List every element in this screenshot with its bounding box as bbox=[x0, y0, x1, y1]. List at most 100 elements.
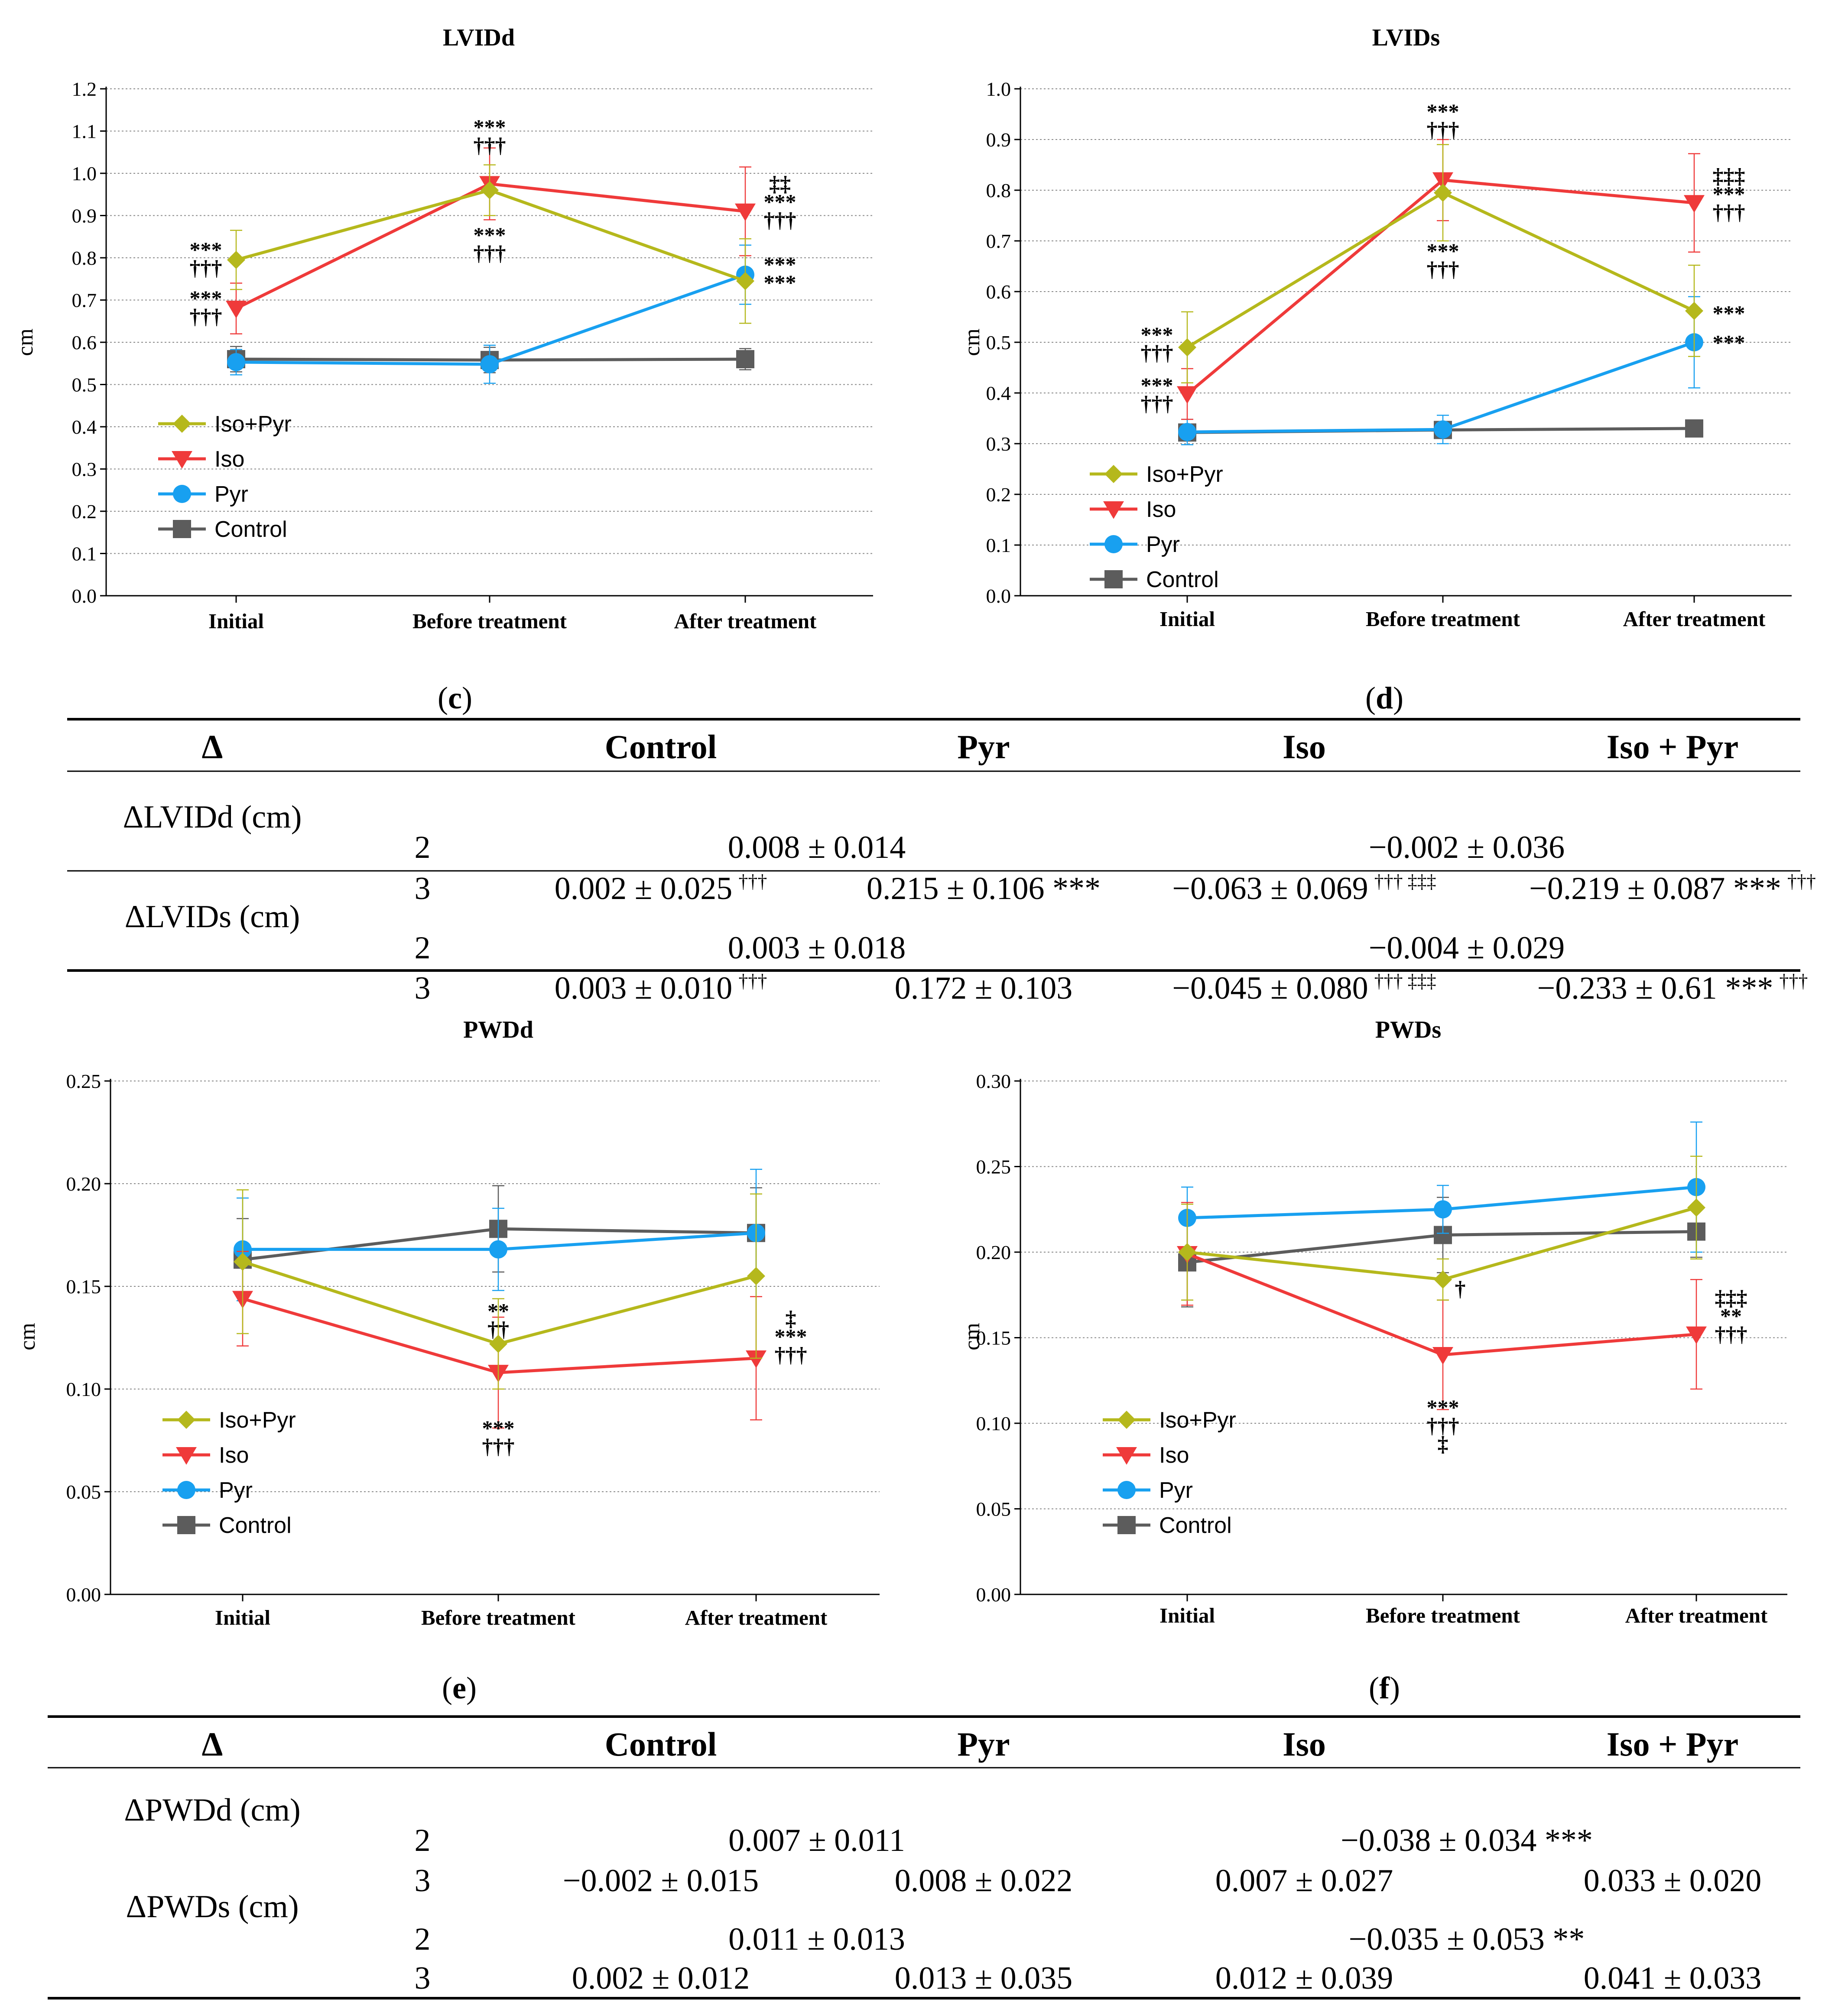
panel-label: (c) bbox=[438, 681, 472, 715]
cell-pooled-control-pyr: 0.003 ± 0.018 bbox=[728, 930, 906, 966]
significance-annotation: *** ††† bbox=[1427, 99, 1459, 142]
panel-letter: d bbox=[1376, 681, 1393, 715]
data-point bbox=[1434, 420, 1452, 439]
legend-label: Iso+Pyr bbox=[219, 1408, 296, 1433]
legend-marker bbox=[176, 1447, 197, 1465]
data-point bbox=[736, 350, 754, 368]
row-week-number: 2 bbox=[415, 1823, 431, 1858]
cell-control: 0.002 ± 0.012 bbox=[572, 1961, 750, 1996]
data-point bbox=[1685, 419, 1703, 438]
series-line bbox=[1186, 179, 1695, 396]
cell-pyr-value: 0.008 ± 0.022 bbox=[895, 1863, 1073, 1899]
significance-line: *** bbox=[1141, 373, 1173, 397]
legend-marker bbox=[172, 451, 192, 469]
data-point bbox=[481, 355, 499, 373]
data-point bbox=[1178, 1243, 1196, 1261]
legend-label: Pyr bbox=[214, 482, 248, 507]
cell-isopyr: 0.033 ± 0.020 bbox=[1584, 1863, 1762, 1899]
significance-line: *** bbox=[1713, 301, 1745, 325]
cell-iso-superscript: ††† ‡‡‡ bbox=[1374, 871, 1436, 892]
y-tick-label: 0.5 bbox=[986, 331, 1011, 354]
chart-pwds: PWDs 0.00 0.05 0.10 0.15 0.20 0.25 0.30 cm Initia… bbox=[960, 1016, 1787, 1705]
y-tick-label: 1.0 bbox=[986, 78, 1011, 100]
significance-annotation: *** ††† bbox=[474, 115, 506, 157]
x-tick-label: Initial bbox=[1159, 607, 1215, 631]
chart-pwdd: PWDd 0.00 0.05 0.10 0.15 0.20 0.25 cm Initial Bef… bbox=[15, 1016, 880, 1705]
significance-annotation: *** ††† ‡ bbox=[1427, 1395, 1459, 1456]
x-tick-label: After treatment bbox=[685, 1606, 828, 1629]
data-point bbox=[747, 1267, 765, 1285]
cell-pooled-control-pyr: 0.007 ± 0.011 bbox=[728, 1823, 905, 1858]
significance-line: † bbox=[1455, 1276, 1466, 1301]
series-iso_pyr bbox=[1178, 1156, 1705, 1301]
legend-label: Iso bbox=[219, 1443, 249, 1468]
row-group-label: ΔPWDd (cm) bbox=[124, 1792, 300, 1828]
header-isopyr: Iso + Pyr bbox=[1607, 728, 1738, 766]
data-point bbox=[227, 353, 245, 371]
cell-control-value: 0.002 ± 0.025 bbox=[555, 871, 733, 906]
legend-label: Iso+Pyr bbox=[214, 412, 292, 437]
significance-line: ††† bbox=[775, 1343, 807, 1367]
x-tick-label: Before treatment bbox=[412, 609, 567, 633]
data-point bbox=[735, 203, 756, 221]
row-week-number: 3 bbox=[415, 1961, 431, 1996]
row-group-label: ΔLVIDd (cm) bbox=[123, 799, 302, 835]
cell-control-value: 0.003 ± 0.010 bbox=[555, 971, 733, 1006]
y-axis-label: cm bbox=[960, 328, 984, 356]
significance-line: ‡‡‡ bbox=[1713, 164, 1745, 188]
cell-pyr: 0.008 ± 0.022 bbox=[895, 1863, 1073, 1899]
panel-label: (e) bbox=[442, 1671, 477, 1705]
legend-marker bbox=[1117, 1411, 1136, 1429]
cell-iso-value: −0.063 ± 0.069 bbox=[1172, 871, 1368, 906]
significance-annotation: ‡‡ *** ††† bbox=[764, 171, 796, 232]
y-axis-label: cm bbox=[15, 1323, 40, 1350]
y-tick-label: 0.6 bbox=[986, 281, 1011, 303]
significance-annotation: *** ††† bbox=[474, 223, 506, 265]
x-tick-label: Initial bbox=[215, 1606, 270, 1629]
cell-control: −0.002 ± 0.015 bbox=[563, 1863, 759, 1899]
significance-line: ††† bbox=[482, 1434, 515, 1458]
chart-lvidd: LVIDd 0.0 0.1 0.2 0.3 0.4 0.5 0.6 0.7 0.8 0.9 1.0 1.… bbox=[13, 24, 873, 715]
cell-control-value: −0.002 ± 0.015 bbox=[563, 1863, 759, 1899]
row-week-number: 3 bbox=[415, 971, 431, 1006]
header-pyr: Pyr bbox=[957, 728, 1010, 766]
significance-line: ‡‡ bbox=[769, 171, 791, 195]
legend-marker bbox=[1104, 535, 1123, 553]
row-week-number: 2 bbox=[415, 830, 431, 865]
cell-control-superscript: ††† bbox=[738, 871, 767, 892]
data-point bbox=[227, 250, 245, 269]
y-axis-label: cm bbox=[960, 1323, 984, 1350]
legend: Iso+Pyr Iso Pyr Control bbox=[1090, 462, 1223, 592]
significance-line: *** bbox=[1427, 1395, 1459, 1419]
significance-line: †† bbox=[487, 1317, 509, 1341]
x-tick-label: Initial bbox=[1159, 1604, 1215, 1627]
significance-annotation: ‡‡‡ *** ††† bbox=[1713, 164, 1745, 224]
significance-line: ** bbox=[487, 1299, 509, 1323]
y-tick-label: 0.2 bbox=[986, 484, 1011, 506]
data-point bbox=[1432, 1347, 1453, 1365]
cell-pyr-value: 0.172 ± 0.103 bbox=[895, 971, 1073, 1006]
cell-iso-superscript: ††† ‡‡‡ bbox=[1374, 971, 1436, 992]
y-tick-label: 0.00 bbox=[66, 1584, 101, 1606]
panel-letter: e bbox=[452, 1671, 466, 1705]
legend-marker bbox=[1117, 1481, 1136, 1499]
significance-line: ††† bbox=[1427, 117, 1459, 142]
cell-isopyr: −0.219 ± 0.087 *** ††† bbox=[1529, 871, 1816, 906]
data-point bbox=[1177, 386, 1198, 404]
cell-pooled-control-pyr: 0.011 ± 0.013 bbox=[728, 1922, 905, 1957]
cell-isopyr-superscript: ††† bbox=[1787, 871, 1816, 892]
significance-annotation: *** ††† bbox=[190, 286, 222, 328]
x-tick-label: Initial bbox=[208, 609, 264, 633]
legend-label: Pyr bbox=[1159, 1478, 1193, 1503]
significance-line: *** bbox=[764, 189, 796, 214]
header-iso: Iso bbox=[1283, 728, 1326, 766]
y-tick-label: 0.9 bbox=[72, 205, 97, 227]
significance-line: *** bbox=[764, 252, 796, 276]
cell-isopyr-superscript: ††† bbox=[1779, 971, 1808, 992]
significance-line: *** bbox=[474, 115, 506, 139]
cell-control-superscript: ††† bbox=[738, 971, 767, 992]
data-point bbox=[1178, 338, 1196, 357]
y-tick-label: 0.05 bbox=[976, 1498, 1011, 1520]
y-tick-label: 0.7 bbox=[986, 230, 1011, 252]
